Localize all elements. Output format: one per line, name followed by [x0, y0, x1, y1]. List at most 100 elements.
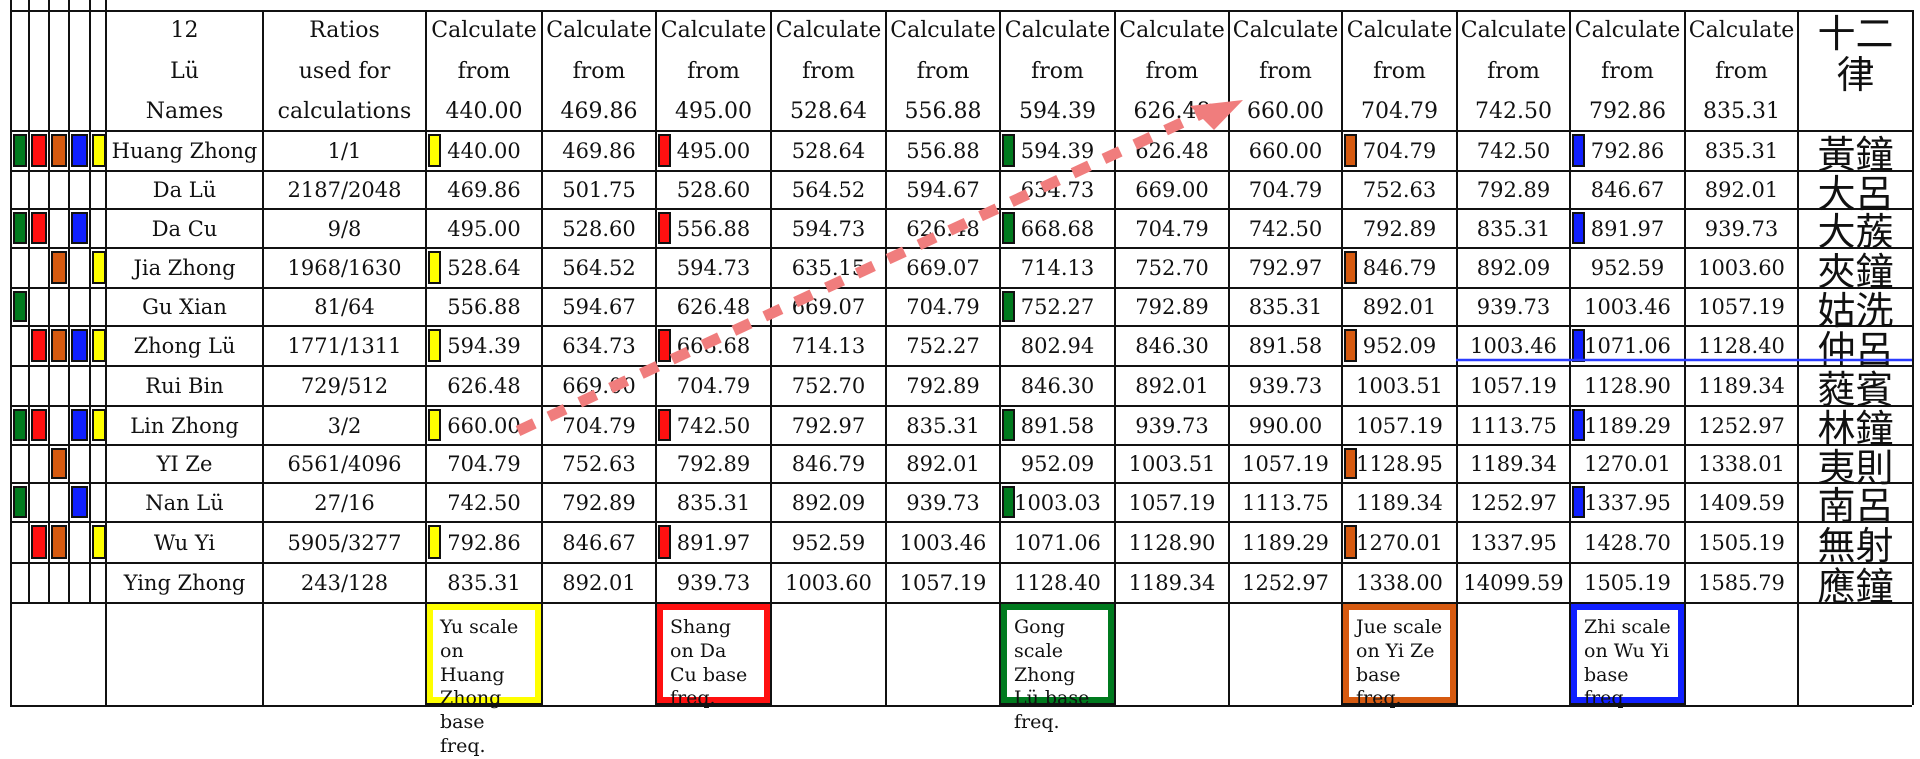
- lu-table-page: 12 Ratios Calculate Calculate Calculate Calcu…: [10, 0, 1914, 757]
- header-cell: Ratios: [309, 18, 380, 43]
- frequency-value: 892.01: [1135, 374, 1209, 398]
- ratio: 5905/3277: [287, 530, 402, 555]
- red-scale-marker: [31, 134, 47, 167]
- frequency-value: 1003.51: [1356, 374, 1443, 398]
- frequency-value: 669.00: [562, 374, 636, 398]
- frequency-value: 1270.01: [1584, 452, 1671, 476]
- frequency-value: 440.00: [447, 139, 521, 163]
- frequency-value: 1337.95: [1470, 530, 1557, 555]
- frequency-value: 835.31: [1704, 139, 1779, 163]
- frequency-value: 556.88: [447, 295, 521, 319]
- yellow-scale-marker: [92, 134, 106, 167]
- orange-scale-marker: [51, 525, 67, 559]
- orange-scale-marker: [51, 448, 67, 479]
- grid-line-v: [262, 10, 264, 705]
- header-cell: from: [802, 58, 855, 84]
- header-cell: Lü: [170, 58, 199, 84]
- header-cell: Calculate: [1346, 18, 1453, 43]
- frequency-value: 528.60: [562, 216, 636, 241]
- frequency-value: 939.73: [1135, 413, 1209, 438]
- frequency-value: 742.50: [447, 490, 521, 515]
- frequency-value: 1003.46: [1470, 334, 1557, 358]
- orange-scale-cell-marker: [1344, 251, 1357, 284]
- header-cell: 792.86: [1589, 99, 1666, 124]
- frequency-value: 835.31: [447, 571, 521, 595]
- note-name: Jia Zhong: [133, 256, 236, 280]
- grid-line-v: [48, 0, 50, 602]
- blue-scale-marker: [71, 409, 88, 441]
- grid-line-v: [425, 10, 427, 705]
- frequency-value: 742.50: [1248, 216, 1323, 241]
- frequency-value: 1585.79: [1698, 571, 1785, 595]
- frequency-value: 952.09: [1362, 334, 1437, 358]
- frequency-value: 742.50: [1476, 139, 1551, 163]
- frequency-value: 939.73: [1248, 374, 1323, 398]
- frequency-value: 846.67: [562, 530, 636, 555]
- grid-line-h: [10, 705, 1912, 707]
- frequency-value: 469.86: [447, 178, 521, 202]
- frequency-value: 792.89: [906, 374, 980, 398]
- frequency-value: 846.79: [1362, 256, 1437, 280]
- ratio: 729/512: [300, 374, 389, 398]
- frequency-value: 626.48: [447, 374, 521, 398]
- orange-scale-marker: [51, 329, 67, 362]
- frequency-value: 1189.34: [1470, 452, 1557, 476]
- frequency-value: 891.58: [1020, 413, 1095, 438]
- ratio: 2187/2048: [287, 178, 402, 202]
- header-cell: from: [1259, 58, 1312, 84]
- frequency-value: 528.64: [447, 256, 521, 280]
- header-cell: 704.79: [1361, 99, 1438, 124]
- note-name: YI Ze: [156, 452, 213, 476]
- frequency-value: 1057.19: [1698, 295, 1785, 319]
- frequency-value: 1003.51: [1128, 452, 1216, 476]
- chinese-name: 夾鐘: [1817, 249, 1894, 294]
- header-cell: from: [572, 58, 626, 84]
- frequency-value: 1252.97: [1242, 571, 1329, 595]
- frequency-value: 1128.40: [1698, 334, 1785, 358]
- frequency-value: 1003.03: [1014, 490, 1101, 515]
- frequency-value: 704.79: [676, 374, 751, 398]
- frequency-value: 1505.19: [1584, 571, 1671, 595]
- ratio: 27/16: [314, 490, 375, 515]
- header-cell: Calculate: [1460, 18, 1567, 43]
- grid-line-v: [105, 0, 107, 705]
- frequency-value: 846.79: [791, 452, 866, 476]
- frequency-value: 704.79: [906, 295, 980, 319]
- chinese-name: 南呂: [1817, 484, 1894, 528]
- header-cell: calculations: [277, 99, 412, 124]
- frequency-value: 1057.19: [1470, 374, 1557, 398]
- red-scale-legend: Shang on Da Cu base freq.: [655, 602, 772, 709]
- frequency-value: 626.48: [906, 216, 980, 241]
- frequency-value: 594.73: [676, 256, 751, 280]
- ratio: 3/2: [327, 413, 362, 438]
- orange-scale-legend: Jue scale on Yi Ze base freq.: [1341, 602, 1458, 709]
- header-cell: Calculate: [1119, 18, 1225, 43]
- frequency-value: 1071.06: [1584, 334, 1671, 358]
- chinese-name: 黃鐘: [1817, 132, 1894, 177]
- frequency-value: 802.94: [1020, 334, 1095, 358]
- frequency-value: 752.27: [1020, 295, 1095, 319]
- grid-line-v: [1228, 10, 1230, 705]
- grid-line-v: [1569, 10, 1571, 705]
- frequency-value: 892.09: [1476, 256, 1551, 280]
- ratio: 81/64: [314, 295, 375, 319]
- frequency-value: 594.73: [791, 216, 866, 241]
- ratio: 1/1: [327, 139, 362, 163]
- frequency-value: 892.01: [562, 571, 636, 595]
- frequency-value: 1189.34: [1698, 374, 1785, 398]
- grid-line-h: [10, 444, 1912, 446]
- grid-line-h: [10, 562, 1912, 564]
- frequency-value: 752.27: [906, 334, 980, 358]
- header-cell: Calculate: [431, 18, 537, 43]
- frequency-value: 792.89: [1362, 216, 1437, 241]
- header-cell: Calculate: [890, 18, 996, 43]
- frequency-value: 556.88: [676, 216, 751, 241]
- chinese-name: 蕤賓: [1817, 367, 1894, 412]
- chinese-name: 應鐘: [1817, 564, 1894, 609]
- header-cell: 528.64: [790, 99, 867, 124]
- blue-scale-cell-marker: [1572, 134, 1585, 167]
- frequency-value: 495.00: [447, 216, 521, 241]
- header-cell: from: [1145, 58, 1199, 84]
- frequency-value: 1057.19: [899, 571, 987, 595]
- yellow-scale-cell-marker: [428, 525, 441, 559]
